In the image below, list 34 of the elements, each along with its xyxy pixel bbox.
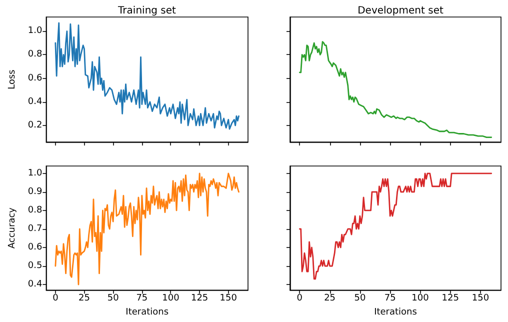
y-tick-label: 0.2 [28,120,42,130]
y-tick-label: 0.7 [28,224,42,234]
x-tick-label: 25 [78,294,90,304]
x-tick-label: 50 [107,294,120,304]
y-tick-label: 0.8 [28,50,42,60]
x-tick-label: 0 [52,294,59,304]
y-tick-label: 0.5 [28,261,42,272]
y-axis-title: Loss [8,69,18,90]
chart-title: Training set [117,6,176,16]
chart-title: Development set [358,6,444,16]
x-tick-label: 125 [190,294,208,304]
y-tick-label: 1.0 [28,168,42,178]
y-tick-label: 0.4 [28,280,42,290]
x-tick-label: 125 [442,294,459,304]
y-tick-label: 0.8 [28,205,42,216]
x-tick-label: 50 [354,294,366,304]
y-tick-label: 0.6 [28,73,42,84]
x-tick-label: 0 [296,294,303,304]
x-tick-label: 25 [324,294,336,304]
x-axis-title: Iterations [126,308,169,318]
x-axis-title: Iterations [374,308,418,318]
x-tick-label: 100 [162,294,180,304]
x-tick-label: 150 [472,294,490,304]
x-tick-label: 75 [384,294,396,304]
y-axis-title: Accuracy [8,206,18,249]
y-tick-label: 0.4 [28,96,42,107]
x-tick-label: 75 [136,294,148,304]
y-tick-label: 0.9 [28,186,42,197]
line-series [54,172,240,286]
x-tick-label: 100 [412,294,430,304]
y-tick-label: 1.0 [28,26,42,36]
line-series [54,22,240,130]
y-tick-label: 0.6 [28,242,42,252]
x-tick-label: 150 [220,294,238,304]
